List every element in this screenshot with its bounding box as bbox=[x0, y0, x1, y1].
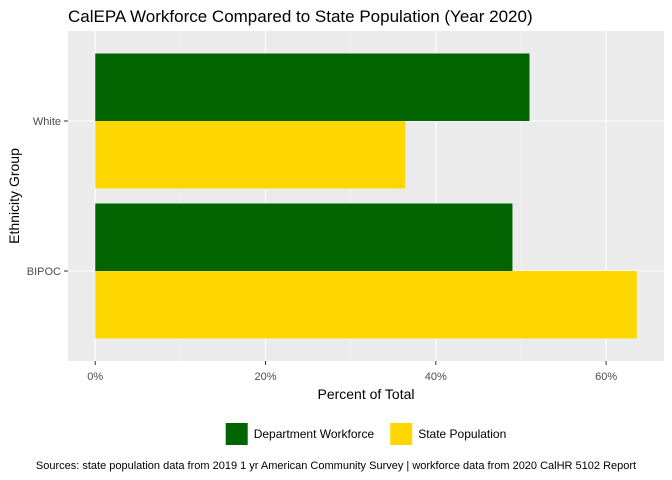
legend: Department Workforce State Population bbox=[225, 423, 506, 445]
x-tick-label: 20% bbox=[255, 371, 277, 383]
legend-label: Department Workforce bbox=[254, 427, 375, 441]
chart-title: CalEPA Workforce Compared to State Popul… bbox=[68, 7, 533, 26]
bars bbox=[95, 53, 637, 339]
chart-caption: Sources: state population data from 2019… bbox=[36, 460, 636, 472]
legend-key bbox=[225, 423, 248, 445]
x-axis-title: Percent of Total bbox=[317, 386, 414, 402]
x-tick-label: 40% bbox=[425, 371, 447, 383]
x-axis-ticks: 0% 20% 40% 60% bbox=[87, 361, 617, 383]
y-axis-ticks: BIPOC White bbox=[27, 116, 68, 278]
x-tick-label: 0% bbox=[87, 371, 103, 383]
x-tick-label: 60% bbox=[595, 371, 617, 383]
bar bbox=[95, 53, 530, 121]
bar bbox=[95, 121, 406, 189]
legend-label: State Population bbox=[418, 427, 506, 441]
legend-key bbox=[390, 423, 413, 445]
y-tick-label: BIPOC bbox=[27, 266, 61, 278]
bar bbox=[95, 271, 637, 339]
bar bbox=[95, 203, 513, 271]
y-axis-title: Ethnicity Group bbox=[6, 148, 22, 244]
y-tick-label: White bbox=[33, 116, 61, 128]
